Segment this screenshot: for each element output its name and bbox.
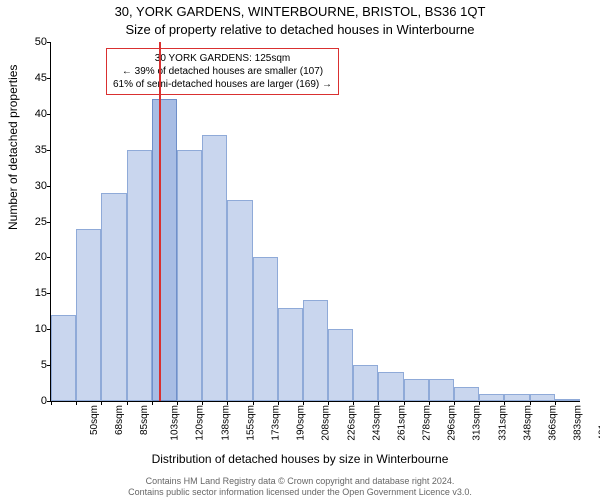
x-tick-label: 68sqm bbox=[114, 405, 125, 435]
x-tick-label: 173sqm bbox=[271, 405, 282, 441]
y-tick-mark bbox=[47, 186, 51, 187]
histogram-bar bbox=[530, 394, 555, 401]
x-tick-label: 190sqm bbox=[296, 405, 307, 441]
x-tick-mark bbox=[76, 401, 77, 405]
histogram-bar bbox=[404, 379, 429, 401]
annotation-line-2: ← 39% of detached houses are smaller (10… bbox=[113, 65, 332, 78]
x-tick-label: 278sqm bbox=[422, 405, 433, 441]
x-tick-label: 85sqm bbox=[139, 405, 150, 435]
x-tick-mark bbox=[454, 401, 455, 405]
x-tick-label: 313sqm bbox=[472, 405, 483, 441]
y-tick-label: 0 bbox=[17, 395, 51, 407]
property-marker-line bbox=[159, 42, 161, 401]
x-tick-mark bbox=[227, 401, 228, 405]
histogram-bar bbox=[51, 315, 76, 401]
annotation-line-1: 30 YORK GARDENS: 125sqm bbox=[113, 52, 332, 65]
x-tick-label: 155sqm bbox=[245, 405, 256, 441]
x-tick-mark bbox=[152, 401, 153, 405]
x-tick-label: 296sqm bbox=[447, 405, 458, 441]
chart-title-main: 30, YORK GARDENS, WINTERBOURNE, BRISTOL,… bbox=[0, 4, 600, 19]
chart-container: 30, YORK GARDENS, WINTERBOURNE, BRISTOL,… bbox=[0, 0, 600, 500]
x-tick-label: 261sqm bbox=[396, 405, 407, 441]
x-tick-label: 103sqm bbox=[170, 405, 181, 441]
x-tick-mark bbox=[429, 401, 430, 405]
x-tick-mark bbox=[479, 401, 480, 405]
histogram-bar bbox=[127, 150, 152, 401]
y-tick-mark bbox=[47, 42, 51, 43]
x-tick-label: 366sqm bbox=[548, 405, 559, 441]
histogram-bar bbox=[76, 229, 101, 401]
y-tick-label: 5 bbox=[17, 359, 51, 371]
plot-area: 30 YORK GARDENS: 125sqm ← 39% of detache… bbox=[50, 42, 580, 402]
x-tick-mark bbox=[504, 401, 505, 405]
y-tick-label: 40 bbox=[17, 108, 51, 120]
x-tick-mark bbox=[51, 401, 52, 405]
x-tick-label: 383sqm bbox=[573, 405, 584, 441]
x-tick-mark bbox=[328, 401, 329, 405]
x-tick-mark bbox=[253, 401, 254, 405]
histogram-bar bbox=[303, 300, 328, 401]
footer-text: Contains HM Land Registry data © Crown c… bbox=[0, 476, 600, 498]
y-tick-mark bbox=[47, 293, 51, 294]
x-tick-label: 208sqm bbox=[321, 405, 332, 441]
x-axis-label: Distribution of detached houses by size … bbox=[0, 452, 600, 466]
y-tick-mark bbox=[47, 114, 51, 115]
y-tick-mark bbox=[47, 150, 51, 151]
y-tick-mark bbox=[47, 257, 51, 258]
y-tick-label: 20 bbox=[17, 251, 51, 263]
x-tick-mark bbox=[278, 401, 279, 405]
annotation-box: 30 YORK GARDENS: 125sqm ← 39% of detache… bbox=[106, 48, 339, 95]
y-tick-label: 15 bbox=[17, 287, 51, 299]
y-tick-label: 30 bbox=[17, 180, 51, 192]
histogram-bar bbox=[378, 372, 403, 401]
x-tick-label: 243sqm bbox=[371, 405, 382, 441]
footer-line-2: Contains public sector information licen… bbox=[0, 487, 600, 498]
footer-line-1: Contains HM Land Registry data © Crown c… bbox=[0, 476, 600, 487]
x-tick-mark bbox=[555, 401, 556, 405]
x-tick-label: 348sqm bbox=[522, 405, 533, 441]
y-tick-label: 35 bbox=[17, 144, 51, 156]
x-tick-label: 138sqm bbox=[220, 405, 231, 441]
histogram-bar bbox=[202, 135, 227, 401]
histogram-bar bbox=[253, 257, 278, 401]
y-tick-label: 10 bbox=[17, 323, 51, 335]
x-tick-label: 331sqm bbox=[497, 405, 508, 441]
x-tick-mark bbox=[353, 401, 354, 405]
histogram-bar bbox=[227, 200, 252, 401]
y-tick-label: 25 bbox=[17, 216, 51, 228]
histogram-bar bbox=[278, 308, 303, 401]
x-tick-mark bbox=[177, 401, 178, 405]
histogram-bar bbox=[454, 387, 479, 401]
histogram-bar bbox=[504, 394, 529, 401]
x-tick-label: 120sqm bbox=[195, 405, 206, 441]
histogram-bar bbox=[555, 399, 580, 401]
x-tick-mark bbox=[127, 401, 128, 405]
y-tick-label: 50 bbox=[17, 36, 51, 48]
y-tick-mark bbox=[47, 78, 51, 79]
histogram-bar bbox=[479, 394, 504, 401]
chart-title-sub: Size of property relative to detached ho… bbox=[0, 22, 600, 37]
y-tick-mark bbox=[47, 222, 51, 223]
histogram-bar bbox=[429, 379, 454, 401]
x-tick-mark bbox=[101, 401, 102, 405]
y-tick-label: 45 bbox=[17, 72, 51, 84]
histogram-bar bbox=[353, 365, 378, 401]
x-tick-mark bbox=[202, 401, 203, 405]
x-tick-mark bbox=[378, 401, 379, 405]
histogram-bar bbox=[328, 329, 353, 401]
x-tick-label: 50sqm bbox=[89, 405, 100, 435]
x-tick-label: 226sqm bbox=[346, 405, 357, 441]
x-tick-mark bbox=[303, 401, 304, 405]
annotation-line-3: 61% of semi-detached houses are larger (… bbox=[113, 78, 332, 91]
histogram-bar bbox=[152, 99, 177, 401]
x-tick-mark bbox=[530, 401, 531, 405]
histogram-bar bbox=[177, 150, 202, 401]
x-tick-mark bbox=[404, 401, 405, 405]
histogram-bar bbox=[101, 193, 126, 401]
